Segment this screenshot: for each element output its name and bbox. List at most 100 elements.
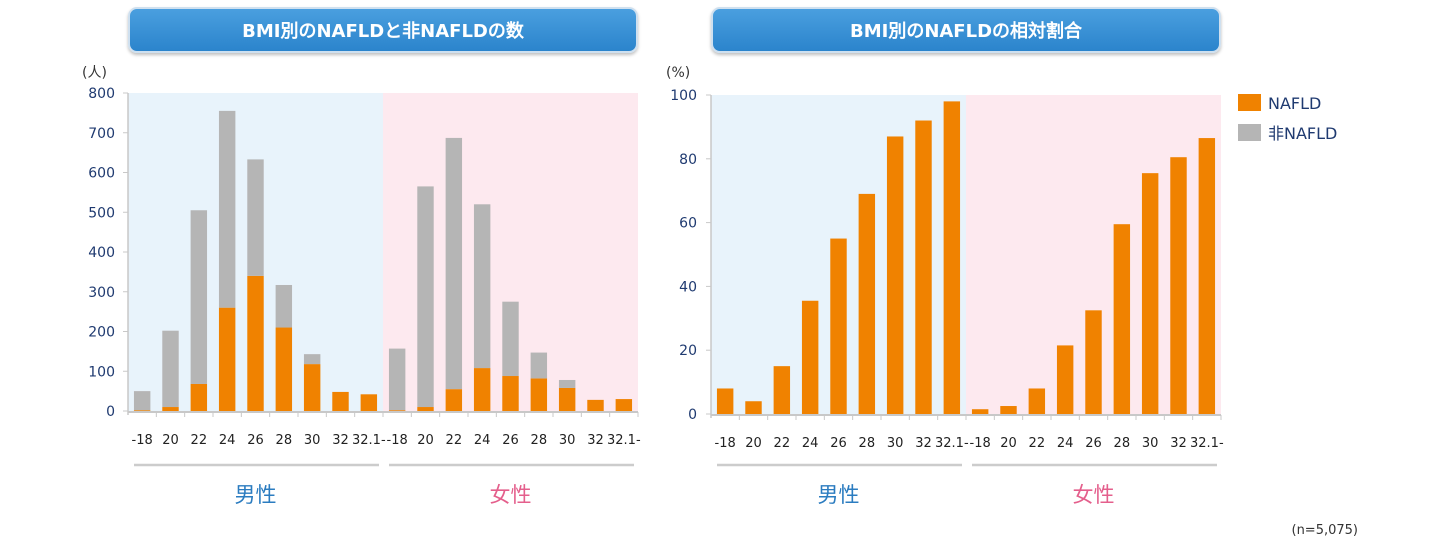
x-tick-label: 30 — [1142, 436, 1159, 451]
legend-label-0: NAFLD — [1268, 94, 1321, 113]
y-tick-label: 300 — [88, 285, 115, 301]
nafld-bar-male-7 — [915, 120, 932, 415]
x-tick-label: 26 — [247, 433, 264, 448]
legend-swatch-1 — [1238, 124, 1261, 141]
nafld-bar-female-1 — [1000, 406, 1017, 414]
nafld-bar-female-7 — [1170, 157, 1187, 414]
x-tick-label: 28 — [1114, 436, 1131, 451]
nafld-bar-female-3 — [473, 368, 491, 411]
nafld-bar-female-8 — [1198, 138, 1216, 414]
y-unit-label: (人) — [82, 65, 107, 81]
x-tick-label: 22 — [1029, 436, 1046, 451]
x-tick-label: 20 — [417, 433, 434, 448]
nafld-bar-male-5 — [858, 193, 876, 414]
legend-swatch-0 — [1238, 94, 1261, 111]
right-chart-title: BMI別のNAFLDの相対割合 — [711, 7, 1221, 53]
x-tick-label: 20 — [1000, 436, 1017, 451]
x-tick-label: 28 — [859, 436, 876, 451]
non-nafld-bar-male-0 — [133, 391, 151, 411]
x-tick-label: -18 — [132, 433, 153, 448]
nafld-bar-female-8 — [615, 399, 633, 411]
x-tick-label: 32.1- — [607, 433, 641, 448]
x-tick-label: 22 — [446, 433, 463, 448]
x-tick-label: 30 — [304, 433, 321, 448]
nafld-bar-male-2 — [190, 383, 208, 411]
y-tick-label: 800 — [88, 86, 115, 102]
nafld-bar-male-8 — [943, 101, 961, 414]
nafld-bar-male-3 — [801, 300, 819, 414]
non-nafld-bar-female-2 — [445, 137, 463, 390]
x-tick-label: 30 — [887, 436, 904, 451]
x-tick-label: 26 — [1085, 436, 1102, 451]
x-tick-label: 20 — [745, 436, 762, 451]
nafld-bar-male-0 — [133, 410, 151, 411]
nafld-bar-female-5 — [530, 378, 548, 411]
x-tick-label: 30 — [559, 433, 576, 448]
y-tick-label: 700 — [88, 126, 115, 142]
x-tick-label: 32.1- — [1190, 436, 1224, 451]
x-tick-label: 24 — [219, 433, 236, 448]
x-tick-label: -18 — [970, 436, 991, 451]
nafld-bar-female-2 — [445, 389, 463, 411]
nafld-bar-male-4 — [830, 238, 847, 414]
x-tick-label: 20 — [162, 433, 179, 448]
nafld-bar-female-1 — [417, 407, 434, 411]
x-tick-label: 32.1- — [935, 436, 969, 451]
non-nafld-bar-male-1 — [162, 330, 179, 408]
nafld-bar-female-3 — [1056, 345, 1074, 414]
nafld-bar-male-1 — [162, 407, 179, 411]
x-tick-label: 32.1- — [352, 433, 386, 448]
x-tick-label: -18 — [387, 433, 408, 448]
nafld-bar-female-6 — [558, 387, 576, 411]
nafld-bar-male-6 — [303, 364, 321, 411]
nafld-bar-male-7 — [332, 391, 349, 411]
group-label-female: 女性 — [1073, 483, 1115, 507]
y-tick-label: 80 — [679, 152, 697, 168]
nafld-bar-female-0 — [971, 409, 989, 414]
x-tick-label: 32 — [1170, 436, 1187, 451]
x-tick-label: 32 — [332, 433, 349, 448]
y-tick-label: 100 — [88, 364, 115, 380]
x-tick-label: 32 — [587, 433, 604, 448]
x-tick-label: 24 — [1057, 436, 1074, 451]
y-tick-label: 500 — [88, 205, 115, 221]
non-nafld-bar-female-3 — [473, 204, 491, 369]
y-tick-label: 20 — [679, 343, 697, 359]
x-tick-label: 22 — [774, 436, 791, 451]
x-tick-label: 28 — [531, 433, 548, 448]
x-tick-label: 24 — [802, 436, 819, 451]
non-nafld-bar-male-3 — [218, 110, 236, 308]
y-tick-label: 0 — [106, 404, 115, 420]
nafld-bar-female-5 — [1113, 224, 1131, 414]
non-nafld-bar-female-6 — [558, 379, 576, 388]
sample-size-note: (n=5,075) — [1291, 523, 1359, 538]
legend-label-1: 非NAFLD — [1268, 124, 1337, 143]
group-label-male: 男性 — [818, 483, 860, 507]
nafld-bar-female-7 — [587, 399, 604, 411]
x-tick-label: 28 — [276, 433, 293, 448]
nafld-bar-male-8 — [360, 394, 378, 411]
nafld-bar-female-0 — [388, 410, 406, 411]
non-nafld-bar-female-4 — [502, 301, 519, 377]
non-nafld-bar-male-2 — [190, 210, 208, 384]
non-nafld-bar-male-4 — [247, 159, 264, 276]
nafld-bar-male-4 — [247, 275, 264, 411]
nafld-bar-male-5 — [275, 327, 293, 411]
x-tick-label: 24 — [474, 433, 491, 448]
y-tick-label: 40 — [679, 279, 697, 295]
x-tick-label: 32 — [915, 436, 932, 451]
nafld-bar-male-3 — [218, 307, 236, 411]
nafld-bar-female-4 — [502, 376, 519, 411]
y-tick-label: 400 — [88, 245, 115, 261]
y-tick-label: 200 — [88, 325, 115, 341]
y-tick-label: 60 — [679, 216, 697, 232]
nafld-bar-male-2 — [773, 366, 791, 414]
group-label-male: 男性 — [235, 483, 277, 507]
non-nafld-bar-female-5 — [530, 352, 548, 379]
nafld-bar-male-1 — [745, 401, 762, 414]
nafld-bar-female-6 — [1141, 173, 1159, 414]
y-tick-label: 600 — [88, 166, 115, 182]
group-label-female: 女性 — [490, 483, 532, 507]
left-chart-title: BMI別のNAFLDと非NAFLDの数 — [128, 7, 638, 53]
